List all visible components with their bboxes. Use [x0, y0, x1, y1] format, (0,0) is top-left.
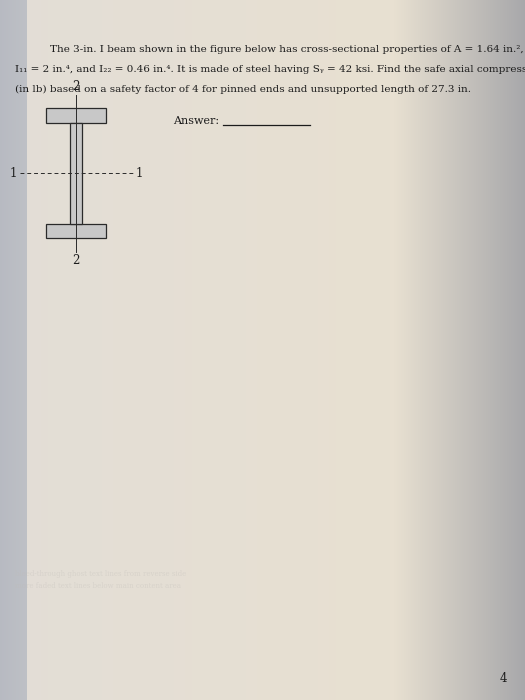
Text: 4: 4	[499, 671, 507, 685]
Text: more faded text lines below main content area: more faded text lines below main content…	[15, 582, 181, 590]
Text: (in lb) based on a safety factor of 4 for pinned ends and unsupported length of : (in lb) based on a safety factor of 4 fo…	[15, 85, 471, 94]
Bar	[46, 108, 106, 122]
Text: Answer:: Answer:	[173, 116, 219, 126]
Text: I₁₁ = 2 in.⁴, and I₂₂ = 0.46 in.⁴. It is made of steel having Sᵧ = 42 ksi. Find : I₁₁ = 2 in.⁴, and I₂₂ = 0.46 in.⁴. It is…	[15, 65, 525, 74]
Text: 1: 1	[9, 167, 17, 180]
Text: 1: 1	[135, 167, 143, 180]
Bar	[46, 224, 106, 238]
Text: bleed-through ghost text lines from reverse side: bleed-through ghost text lines from reve…	[15, 570, 186, 578]
Bar	[70, 122, 82, 224]
Text: 2: 2	[72, 80, 80, 92]
Text: 2: 2	[72, 254, 80, 267]
Text: The 3-in. I beam shown in the figure below has cross-sectional properties of A =: The 3-in. I beam shown in the figure bel…	[50, 46, 523, 55]
